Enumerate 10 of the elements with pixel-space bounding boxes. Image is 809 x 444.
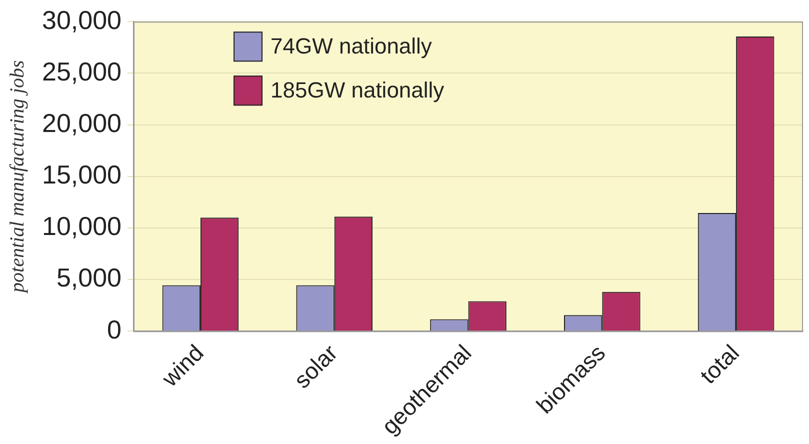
y-tick-label: 20,000	[42, 108, 122, 138]
y-tick-label: 5,000	[56, 262, 122, 293]
legend-label: 185GW nationally	[270, 78, 444, 103]
y-tick-label: 15,000	[42, 160, 122, 190]
y-tick-label: 25,000	[42, 56, 122, 86]
legend-label: 74GW nationally	[270, 34, 432, 59]
y-tick-label: 10,000	[42, 211, 122, 242]
y-tick-label: 30,000	[42, 4, 122, 35]
y-axis-title: potential manufacturing jobs	[6, 60, 28, 294]
y-tick-label: 0	[107, 314, 122, 344]
